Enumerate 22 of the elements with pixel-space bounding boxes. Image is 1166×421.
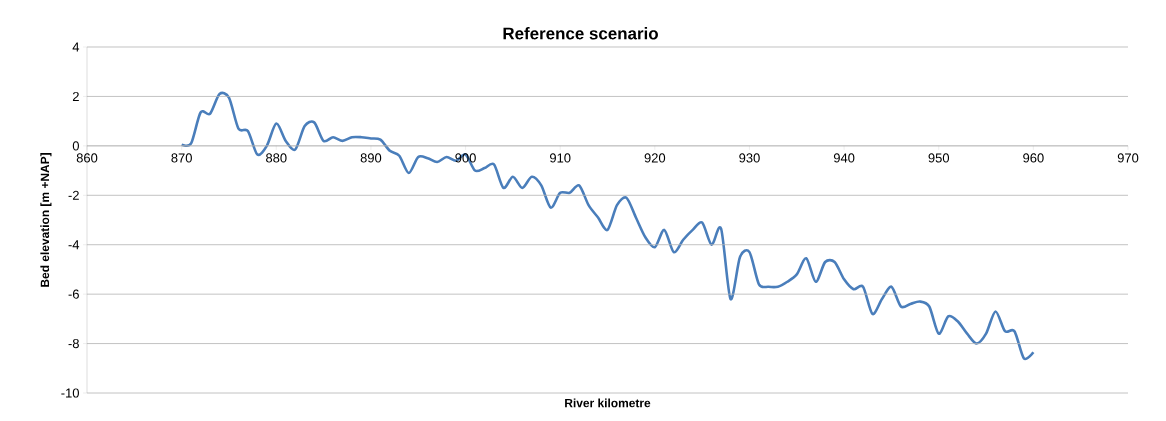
- x-tick-label: 860: [76, 153, 98, 163]
- y-tick-label: 0: [72, 141, 79, 151]
- x-tick-label: 960: [1023, 153, 1044, 163]
- y-tick-label: -6: [68, 289, 79, 299]
- x-tick-label: 950: [928, 153, 950, 163]
- x-tick-label: 910: [549, 153, 571, 163]
- y-tick-label: -4: [68, 240, 80, 250]
- x-tick-label: 870: [171, 153, 192, 163]
- x-tick-label: 940: [833, 153, 855, 163]
- y-tick-label: 2: [72, 91, 79, 101]
- x-tick-label: 880: [266, 153, 287, 163]
- y-tick-label: -8: [68, 338, 79, 349]
- chart-title: Reference scenario: [503, 27, 658, 40]
- y-tick-label: -10: [61, 388, 79, 398]
- x-tick-label: 890: [360, 153, 382, 163]
- x-tick-label: 920: [644, 153, 666, 163]
- x-tick-label: 930: [739, 153, 760, 163]
- x-tick-label: 970: [1117, 153, 1139, 163]
- y-tick-label: 4: [72, 42, 80, 52]
- y-axis-title: Bed elevation [m +NAP]: [40, 153, 52, 287]
- y-tick-label: -2: [68, 190, 79, 200]
- x-axis-title: River kilometre: [565, 398, 651, 408]
